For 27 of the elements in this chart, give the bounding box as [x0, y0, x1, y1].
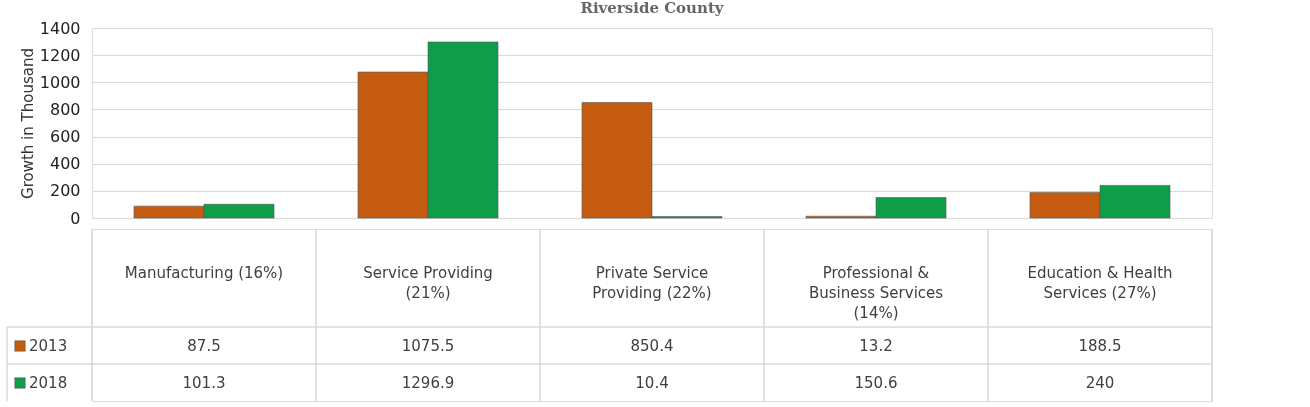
x-tick-label: Private Service Providing (22%): [592, 264, 712, 302]
legend-label: 2018: [29, 374, 68, 392]
x-tick-label: Manufacturing (16%): [124, 264, 284, 282]
data-label: 188.5: [1078, 337, 1122, 355]
data-label: 87.5: [187, 337, 221, 355]
data-label: 10.4: [635, 374, 669, 392]
data-label: 850.4: [630, 337, 674, 355]
chart-title: Riverside County: [580, 0, 725, 17]
data-label: 240: [1085, 374, 1115, 392]
x-tick-label: Professional & Business Services (14%): [808, 264, 944, 322]
y-tick-label: 1200: [39, 45, 81, 65]
y-tick-label: 1000: [39, 72, 81, 92]
data-label: 1075.5: [401, 337, 455, 355]
data-label: 101.3: [182, 374, 226, 392]
y-tick-label: 800: [49, 99, 81, 119]
y-tick-label: 200: [49, 181, 81, 201]
legend-label: 2013: [29, 337, 68, 355]
x-tick-label: Service Providing (21%): [363, 264, 493, 302]
data-label: 1296.9: [401, 374, 455, 392]
y-axis-title: Growth in Thousand: [18, 48, 37, 199]
y-tick-label: 600: [49, 127, 81, 147]
y-tick-label: 1400: [39, 18, 81, 38]
x-tick-label: Education & Health Services (27%): [1027, 264, 1173, 302]
y-tick-label: 0: [70, 208, 81, 228]
y-tick-label: 400: [49, 154, 81, 174]
data-label: 13.2: [859, 337, 893, 355]
data-label: 150.6: [854, 374, 898, 392]
